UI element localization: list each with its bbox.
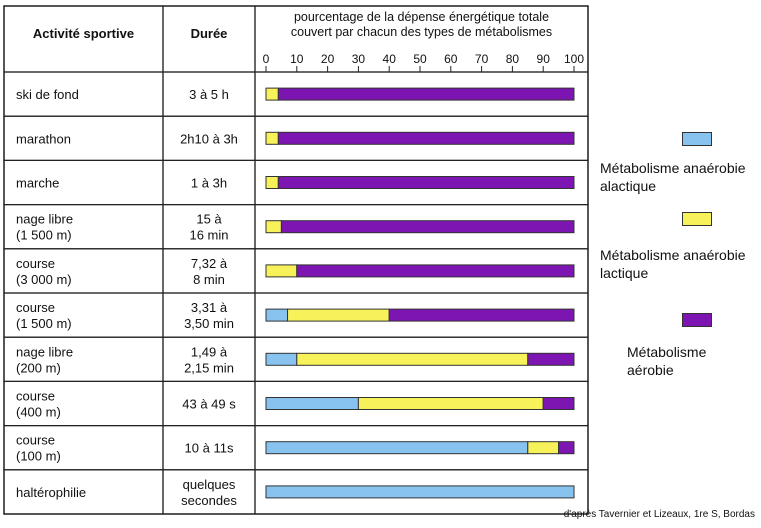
activity-label: marche [16,176,59,191]
legend-item-alactic: Métabolisme anaérobie alactique [600,132,760,195]
legend-label-lactic-line2: lactique [600,265,649,281]
x-tick-label: 10 [290,52,304,66]
legend-item-aerobic: Métabolisme aérobie [627,313,761,379]
bar-segment-lactic [265,176,279,189]
activity-label: (100 m) [16,449,61,464]
bar-segment-lactic [265,264,298,278]
duration-label: secondes [181,493,237,508]
x-tick-label: 30 [352,52,366,66]
x-tick-label: 60 [444,52,458,66]
bar-segment-alactic [265,397,359,410]
bar-segment-lactic [296,352,529,366]
x-tick-label: 0 [263,52,270,66]
activity-label: ski de fond [16,87,79,102]
legend-swatch-alactic [682,132,712,146]
bar-segment-aerobic [277,176,575,189]
duration-label: 43 à 49 s [182,397,236,412]
x-tick-label: 70 [475,52,489,66]
activity-label: (1 500 m) [16,228,72,243]
duration-label: 2,15 min [184,360,234,375]
legend-label-aerobic-line1: Métabolisme [627,344,707,360]
legend-swatch-aerobic [682,313,712,327]
bar-segment-aerobic [527,352,575,366]
activity-label: course [16,256,55,271]
bar-segment-alactic [265,308,289,322]
activity-label: course [16,433,55,448]
table-frame [3,5,589,515]
bar-segment-aerobic [277,131,575,145]
duration-label: 10 à 11s [185,441,234,456]
bar-segment-lactic [265,220,282,234]
bar-segment-alactic [265,485,575,499]
activity-label: marathon [16,131,71,146]
bar-segment-lactic [265,131,279,145]
duration-label: 16 min [189,228,228,243]
activity-label: (400 m) [16,405,61,420]
duration-label: 7,32 à [191,256,228,271]
column-header-chart-line2: couvert par chacun des types de métaboli… [291,25,552,39]
duration-label: 3,31 à [191,300,228,315]
bar-segment-lactic [527,441,560,455]
bar-segment-aerobic [388,308,575,322]
bar-segment-lactic [265,87,279,101]
legend-label-lactic-line1: Métabolisme anaérobie [600,247,746,263]
bar-segment-alactic [265,441,529,455]
activity-label: course [16,389,55,404]
legend-item-lactic: Métabolisme anaérobie lactique [600,212,760,282]
bar-segment-lactic [287,308,390,322]
column-header-activity: Activité sportive [33,26,134,41]
source-credit: d'après Tavernier et Lizeaux, 1re S, Bor… [563,509,755,520]
bar-segment-alactic [265,352,298,366]
duration-label: 3 à 5 h [189,87,229,102]
column-header-duration: Durée [191,26,228,41]
x-tick-label: 20 [321,52,335,66]
x-tick-label: 80 [506,52,520,66]
x-tick-label: 90 [537,52,551,66]
bar-segment-aerobic [542,397,575,410]
bar-segment-aerobic [296,264,575,278]
bar-segment-lactic [357,397,544,410]
duration-label: 2h10 à 3h [180,131,238,146]
column-header-chart-line1: pourcentage de la dépense énergétique to… [294,10,549,24]
duration-label: 15 à [196,212,222,227]
duration-label: 8 min [193,272,225,287]
activity-label: nage libre [16,212,73,227]
duration-label: 3,50 min [184,316,234,331]
x-tick-label: 40 [383,52,397,66]
activity-label: nage libre [16,344,73,359]
activity-label: haltérophilie [16,485,86,500]
duration-label: 1 à 3h [191,176,227,191]
duration-label: 1,49 à [191,344,228,359]
x-tick-label: 50 [413,52,427,66]
bar-segment-aerobic [558,441,575,455]
legend-label-alactic-line2: alactique [600,178,657,194]
bar-segment-aerobic [280,220,575,234]
bar-segment-aerobic [277,87,575,101]
activity-label: (200 m) [16,360,61,375]
activity-label: (1 500 m) [16,316,72,331]
duration-label: quelques [183,477,236,492]
x-tick-label: 100 [564,52,584,66]
legend-swatch-lactic [682,212,712,226]
legend-label-aerobic-line2: aérobie [627,362,674,378]
legend-label-alactic-line1: Métabolisme anaérobie [600,160,746,176]
activity-label: course [16,300,55,315]
activity-label: (3 000 m) [16,272,72,287]
